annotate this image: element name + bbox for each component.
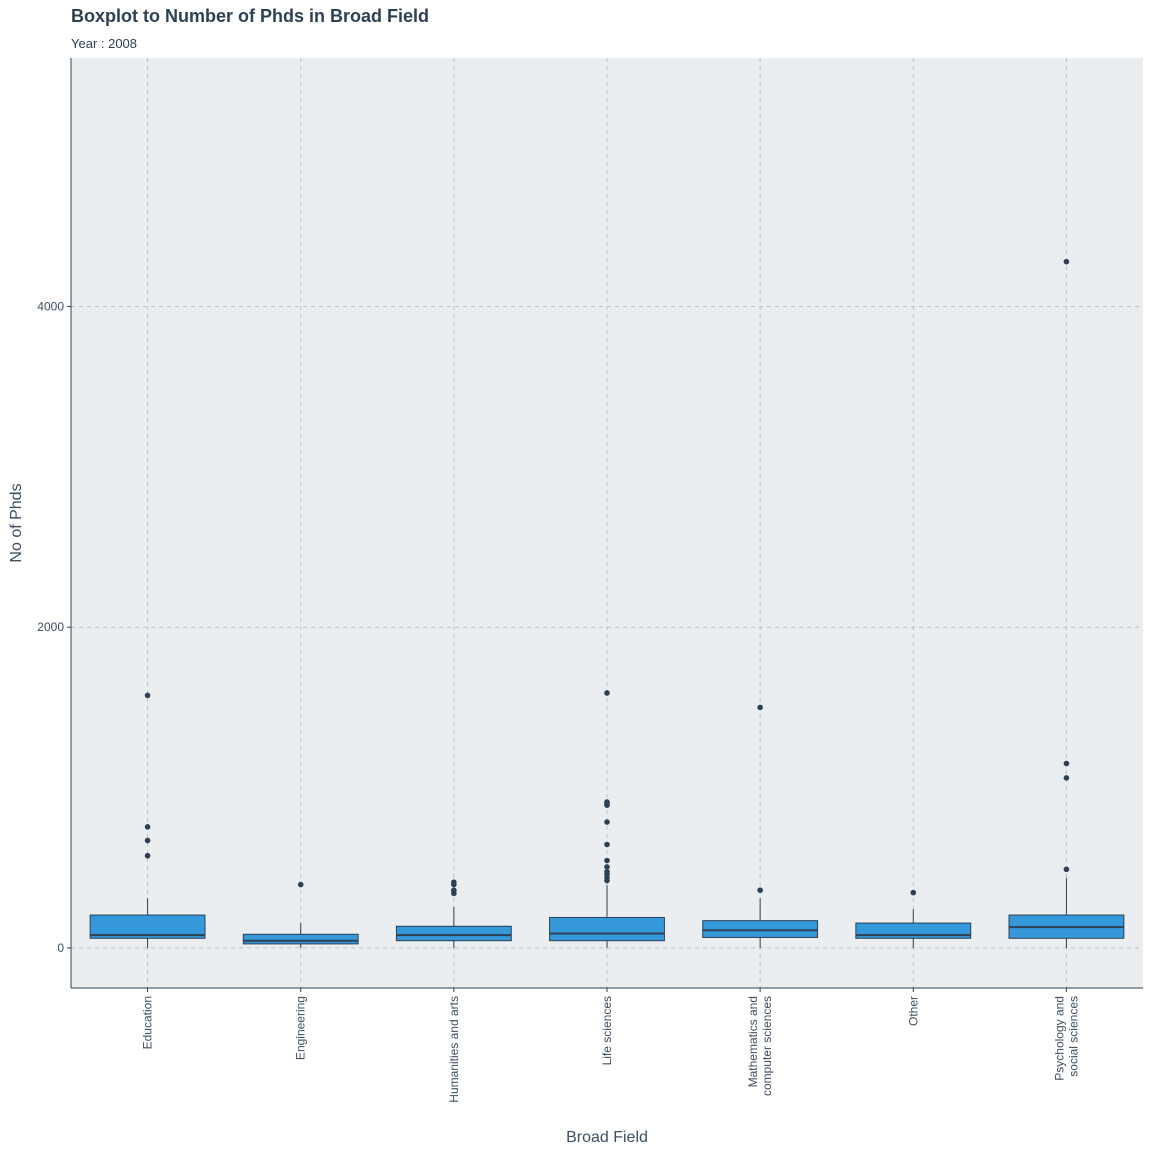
outlier-point: [604, 868, 610, 875]
boxes: [89, 258, 1125, 948]
box: [89, 914, 206, 939]
x-tick-label: Other: [906, 996, 920, 1026]
x-tick-label-line: Mathematics and: [746, 996, 760, 1087]
outlier-point: [604, 690, 610, 696]
tick-labels: 0 2000 4000 Education Engineering Humanities …: [37, 300, 1080, 1103]
box-group: [549, 690, 665, 948]
box-group: [1008, 258, 1125, 948]
y-tick-label: 4000: [37, 300, 64, 314]
outlier-point: [1063, 775, 1070, 781]
y-tick-label: 2000: [37, 620, 64, 634]
outlier-point: [604, 857, 610, 864]
box: [242, 933, 359, 945]
outlier-point: [144, 837, 151, 844]
y-axis-title: No of Phds: [8, 483, 25, 562]
box: [395, 925, 512, 942]
chart-subtitle: Year : 2008: [71, 36, 137, 51]
x-tick-label-line: Education: [141, 996, 155, 1049]
x-tick-label: Life sciences: [600, 996, 614, 1065]
x-tick-label: Education: [141, 996, 155, 1049]
outlier-point: [757, 887, 763, 893]
outlier-point: [144, 692, 151, 699]
x-tick-label: Engineering: [294, 996, 308, 1060]
box-group: [242, 881, 359, 948]
x-tick-label: Mathematics andcomputer sciences: [746, 996, 774, 1096]
x-tick-label-line: computer sciences: [760, 996, 774, 1096]
outlier-point: [1063, 866, 1070, 873]
x-tick-label: Humanities and arts: [447, 996, 461, 1103]
box: [549, 916, 665, 942]
box-group: [89, 692, 206, 948]
outlier-point: [297, 881, 304, 888]
outlier-point: [451, 879, 457, 885]
x-tick-label-line: Engineering: [294, 996, 308, 1060]
grid-lines: [71, 58, 1143, 988]
box-group: [855, 889, 972, 948]
outlier-point: [604, 864, 610, 870]
box-group: [702, 704, 819, 948]
outlier-point: [604, 819, 610, 825]
x-tick-label-line: Psychology and: [1052, 996, 1066, 1081]
x-axis-title: Broad Field: [566, 1129, 648, 1146]
outlier-point: [604, 799, 610, 805]
outlier-point: [451, 887, 457, 893]
y-tick-label: 0: [57, 941, 64, 955]
outlier-point: [1063, 258, 1070, 265]
chart-title: Boxplot to Number of Phds in Broad Field: [71, 6, 429, 26]
x-tick-label: Psychology andsocial sciences: [1052, 996, 1080, 1081]
outlier-point: [604, 841, 610, 848]
x-tick-label-line: social sciences: [1066, 996, 1080, 1077]
x-tick-label-line: Life sciences: [600, 996, 614, 1065]
box: [702, 920, 819, 938]
outlier-point: [144, 852, 151, 859]
outlier-point: [1063, 760, 1070, 767]
x-tick-label-line: Other: [906, 996, 920, 1026]
outlier-point: [757, 704, 763, 711]
outlier-point: [144, 824, 151, 830]
outlier-point: [910, 889, 917, 896]
box-group: [395, 879, 512, 948]
x-tick-label-line: Humanities and arts: [447, 996, 461, 1103]
